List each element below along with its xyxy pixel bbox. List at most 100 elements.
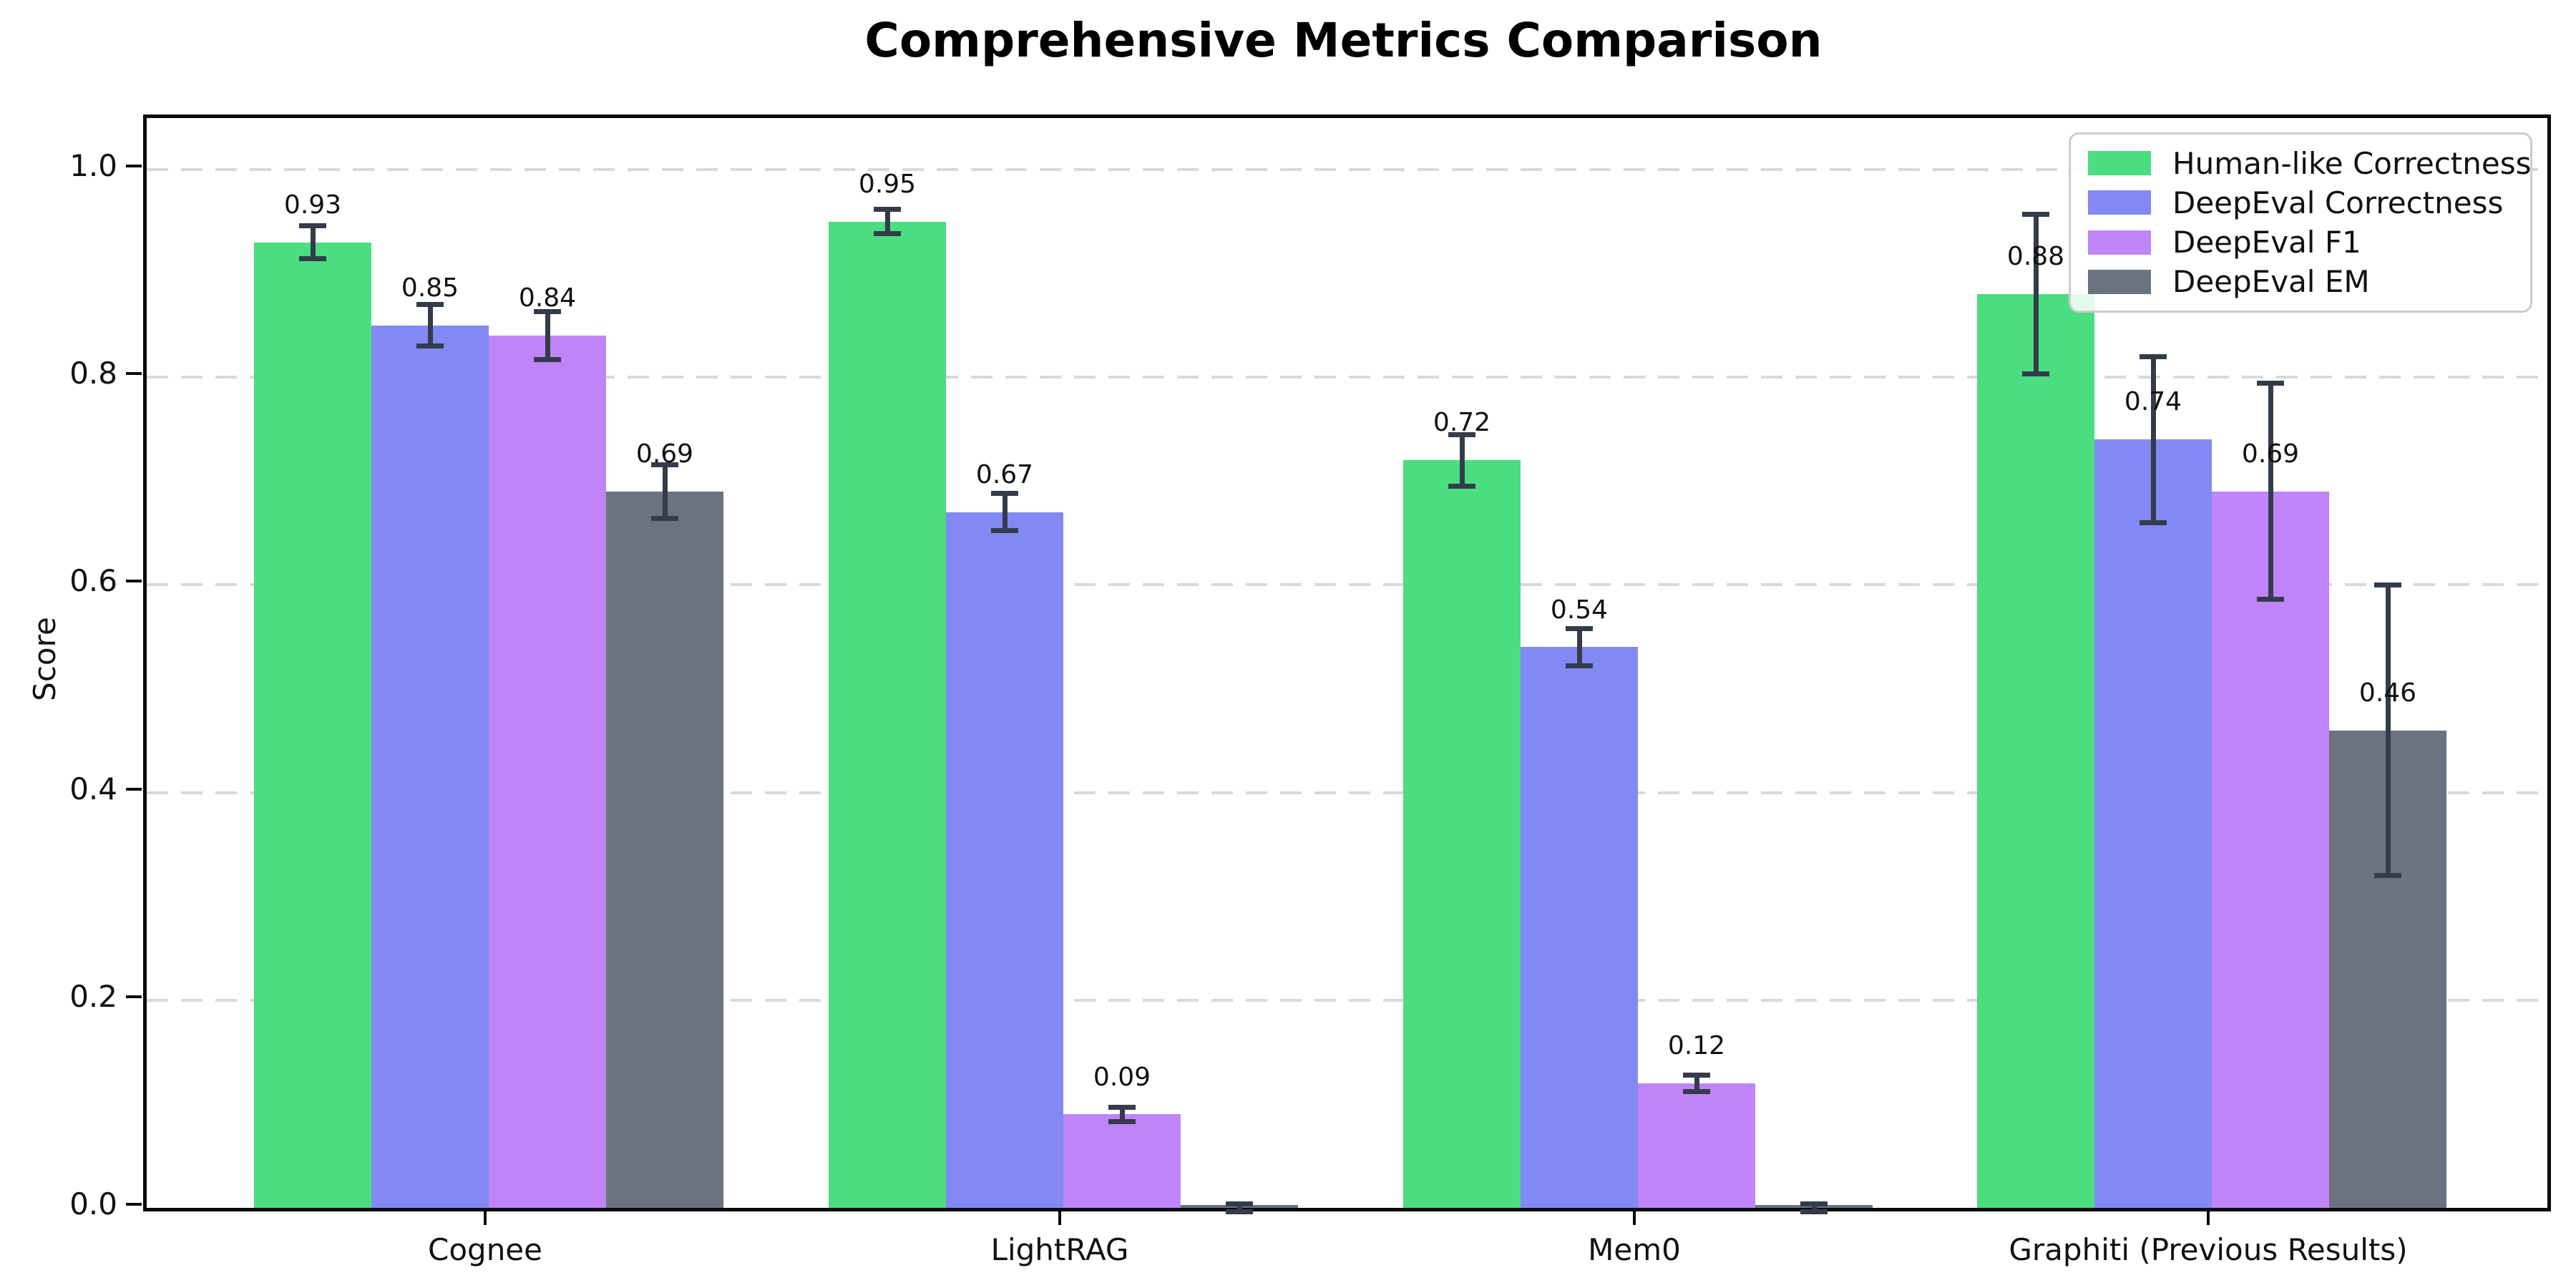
bar-cognee-s2 (489, 336, 606, 1208)
x-category-label-2: LightRAG (990, 1232, 1129, 1267)
bar-value-label: 0.84 (518, 283, 577, 313)
error-bar-line (1811, 1204, 1817, 1212)
error-bar-cap-top (1800, 1201, 1828, 1206)
bar-value-label: 0.12 (1667, 1030, 1726, 1060)
bar-graphiti-s2 (2212, 491, 2329, 1208)
error-bar-cap-top (2140, 353, 2167, 359)
bar-mem0-s1 (1521, 647, 1638, 1208)
error-bar-cap-top (534, 309, 561, 315)
error-bar-line (1236, 1204, 1242, 1212)
error-bar-line (1694, 1075, 1699, 1092)
error-bar-cap-bottom (1683, 1089, 1710, 1094)
error-bar-cap-bottom (2140, 519, 2167, 525)
error-bar-cap-top (2022, 211, 2049, 217)
error-bar-line (1576, 628, 1582, 666)
error-bar-line (310, 225, 316, 259)
x-category-label-3: Mem0 (1588, 1232, 1681, 1267)
legend-swatch-icon (2088, 230, 2151, 255)
error-bar-cap-bottom (534, 357, 561, 363)
error-bar-cap-bottom (874, 231, 901, 237)
bar-value-label: 0.88 (2006, 242, 2065, 272)
legend-row-2: DeepEval Correctness (2088, 184, 2513, 221)
legend-label: DeepEval EM (2172, 264, 2370, 300)
error-bar-cap-top (874, 206, 901, 212)
error-bar-cap-top (2257, 381, 2284, 386)
error-bar-line (2150, 356, 2156, 523)
error-bar-cap-bottom (1108, 1119, 1136, 1125)
x-tick-mark (1633, 1209, 1636, 1225)
bar-value-label: 0.85 (401, 273, 459, 303)
legend: Human-like Correctness DeepEval Correctne… (2069, 132, 2532, 313)
y-tick-label: 0.0 (69, 1186, 117, 1221)
x-category-label-4: Graphiti (Previous Results) (2009, 1232, 2408, 1267)
x-tick-mark (1058, 1209, 1061, 1225)
bar-graphiti-s1 (2094, 439, 2212, 1208)
bar-value-label: 0.95 (858, 169, 917, 199)
y-axis-label-text: Score (27, 617, 62, 701)
error-bar-cap-bottom (1448, 484, 1475, 489)
bar-value-label: 0.54 (1550, 595, 1609, 625)
bar-graphiti-s0 (1977, 294, 2094, 1208)
gridline-0.2 (147, 998, 2547, 1002)
y-tick-label: 1.0 (69, 148, 117, 183)
error-bar-cap-bottom (416, 343, 444, 349)
error-bar-cap-bottom (299, 256, 326, 262)
y-tick-label: 0.2 (69, 978, 117, 1014)
bar-value-label: 0.67 (975, 459, 1034, 489)
error-bar-cap-bottom (1226, 1209, 1253, 1215)
gridline-1.0 (147, 168, 2547, 171)
error-bar-line (662, 464, 668, 519)
error-bar-cap-bottom (2257, 597, 2284, 602)
gridline-0.4 (147, 791, 2547, 794)
error-bar-cap-top (2374, 582, 2401, 587)
bar-value-label: 0.72 (1433, 408, 1491, 438)
error-bar-line (2033, 214, 2039, 374)
bar-value-label: 0.09 (1093, 1062, 1151, 1092)
y-tick-mark (126, 580, 142, 583)
y-tick-mark (126, 787, 142, 791)
legend-label: DeepEval Correctness (2172, 185, 2504, 220)
error-bar-cap-top (1108, 1104, 1136, 1110)
error-bar-cap-top (1448, 431, 1475, 437)
gridline-0.8 (147, 376, 2547, 379)
y-tick-mark (126, 165, 142, 167)
error-bar-line (545, 311, 550, 360)
bar-mem0-s0 (1403, 460, 1521, 1208)
error-bar-line (2268, 383, 2273, 600)
bar-cognee-s3 (606, 491, 723, 1208)
error-bar-cap-top (299, 223, 326, 228)
y-tick-mark (126, 372, 142, 376)
gridline-0.6 (147, 583, 2547, 587)
error-bar-cap-top (991, 491, 1018, 497)
error-bar-line (1459, 434, 1465, 487)
error-bar-cap-bottom (651, 516, 678, 522)
legend-row-4: DeepEval EM (2088, 263, 2513, 301)
bar-value-label: 0.93 (283, 190, 342, 220)
legend-label: Human-like Correctness (2172, 145, 2532, 181)
bar-value-label: 0.69 (2241, 439, 2300, 469)
error-bar-line (1119, 1107, 1125, 1122)
error-bar-cap-bottom (2374, 873, 2401, 879)
error-bar-line (2385, 585, 2391, 876)
bar-value-label: 0.69 (635, 439, 694, 469)
y-tick-label: 0.6 (69, 563, 117, 599)
bar-lightrag-s0 (829, 221, 946, 1208)
error-bar-cap-top (651, 462, 678, 467)
bar-lightrag-s1 (946, 512, 1063, 1208)
legend-swatch-icon (2088, 151, 2151, 175)
bar-mem0-s2 (1638, 1083, 1755, 1208)
error-bar-cap-top (416, 302, 444, 308)
y-tick-mark (126, 1203, 142, 1206)
bar-value-label: 0.74 (2124, 387, 2182, 417)
legend-label: DeepEval F1 (2172, 225, 2361, 260)
x-category-label-1: Cognee (428, 1232, 542, 1267)
x-tick-mark (2207, 1209, 2210, 1225)
bar-value-label: 0.46 (2358, 678, 2417, 708)
error-bar-line (427, 304, 433, 346)
error-bar-cap-bottom (1566, 663, 1593, 669)
bar-lightrag-s2 (1063, 1114, 1181, 1208)
bar-cognee-s0 (254, 242, 371, 1208)
error-bar-line (884, 209, 890, 234)
error-bar-cap-bottom (991, 528, 1018, 534)
error-bar-cap-bottom (1800, 1209, 1828, 1215)
